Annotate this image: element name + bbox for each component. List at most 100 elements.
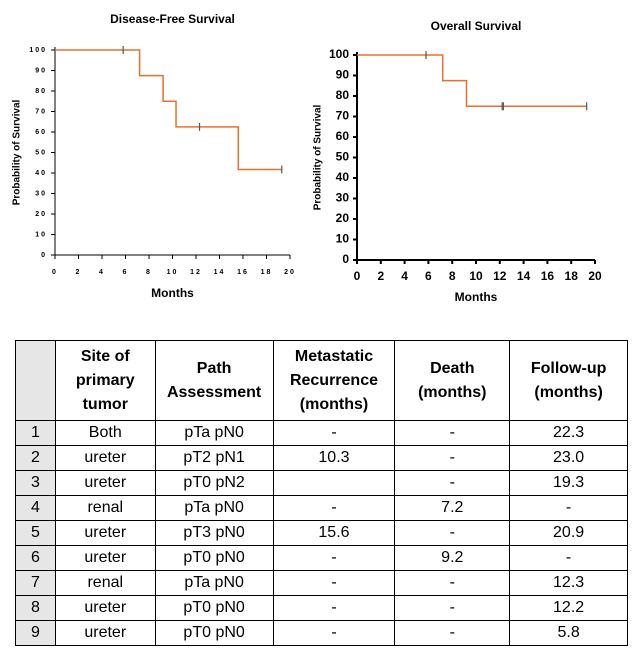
y-tick-label: 10 — [35, 231, 47, 238]
x-tick-label: 6 — [123, 269, 129, 276]
table-cell: pTa pN0 — [154, 570, 274, 596]
header-cell: Path Assessment — [154, 340, 274, 421]
table-cell: renal — [54, 495, 156, 521]
table-row: 7 renal pTa pN0- -12.3 — [15, 570, 628, 596]
y-tick-label: 100 — [329, 47, 349, 61]
table-cell: - — [509, 545, 628, 571]
table-row: 5 ureter pT3 pN0 15.6-20.9 — [15, 520, 628, 546]
table-cell: renal — [54, 570, 156, 596]
y-tick-label: 60 — [336, 129, 350, 143]
x-tick-label: 18 — [261, 269, 273, 276]
y-tick-label: 90 — [336, 68, 350, 82]
y-tick-label: 30 — [35, 190, 47, 197]
chart-title: Disease-Free Survival — [110, 12, 235, 26]
table-cell: - — [394, 620, 511, 646]
x-tick-label: 2 — [76, 269, 82, 276]
y-tick-label: 40 — [35, 170, 47, 177]
x-tick-label: 16 — [541, 269, 555, 283]
table-cell: - — [394, 470, 511, 496]
x-tick-label: 10 — [469, 269, 483, 283]
table-cell: - — [272, 570, 396, 596]
survival-line — [357, 54, 587, 107]
y-tick-label: 0 — [41, 252, 47, 259]
y-tick-label: 60 — [35, 129, 47, 136]
table-cell: 3 — [15, 470, 56, 496]
table-cell: 7 — [15, 570, 56, 596]
table-cell: ureter — [54, 545, 156, 571]
x-tick-label: 0 — [354, 269, 361, 283]
table-cell: Both — [54, 420, 156, 446]
table-cell: 5.8 — [509, 620, 628, 646]
table-cell: 8 — [15, 595, 56, 621]
table-cell: 9.2 — [394, 545, 511, 571]
x-tick-label: 16 — [237, 269, 249, 276]
x-tick-label: 8 — [449, 269, 456, 283]
y-tick-label: 80 — [336, 88, 350, 102]
table-cell: - — [272, 420, 396, 446]
table-cell: 4 — [15, 495, 56, 521]
table-cell: - — [394, 520, 511, 546]
charts: Disease-Free Survival Months Probability o… — [12, 12, 602, 304]
y-tick-label: 90 — [35, 67, 47, 74]
x-tick-label: 6 — [425, 269, 432, 283]
table-cell: 2 — [15, 445, 56, 471]
y-tick-label: 70 — [35, 108, 47, 115]
y-tick-label: 70 — [336, 109, 350, 123]
y-axis-label: Probability of Survival — [12, 99, 23, 205]
table-cell: - — [394, 445, 511, 471]
x-tick-label: 8 — [146, 269, 152, 276]
table-cell: 1 — [15, 420, 56, 446]
x-tick-label: 12 — [190, 269, 202, 276]
x-tick-label: 4 — [401, 269, 408, 283]
table-cell: pT2 pN1 — [154, 445, 274, 471]
x-tick-label: 14 — [214, 269, 226, 276]
table-cell: 19.3 — [509, 470, 628, 496]
table-row: 8 ureter pT0 pN0- -12.2 — [15, 595, 628, 621]
table-cell: - — [272, 595, 396, 621]
table-cell — [272, 470, 396, 496]
y-tick-label: 50 — [35, 149, 47, 156]
y-tick-label: 10 — [336, 232, 350, 246]
x-tick-label: 18 — [565, 269, 579, 283]
table-cell: pT0 pN2 — [154, 470, 274, 496]
x-tick-label: 2 — [377, 269, 384, 283]
table-cell: - — [394, 570, 511, 596]
table-row: 9 ureter pT0 pN0- -5.8 — [15, 620, 628, 646]
table-cell: pT0 pN0 — [154, 595, 274, 621]
x-tick-label: 14 — [517, 269, 531, 283]
table-cell: - — [509, 495, 628, 521]
table-cell: - — [394, 420, 511, 446]
table-row: 2 ureter pT2 pN1 10.3-23.0 — [15, 445, 628, 471]
table-cell: 6 — [15, 545, 56, 571]
table-cell: ureter — [54, 595, 156, 621]
table-cell: 15.6 — [272, 520, 396, 546]
header-cell: Death (months) — [394, 340, 511, 421]
x-tick-label: 0 — [52, 269, 58, 276]
survival-line — [55, 49, 282, 171]
table-cell: 10.3 — [272, 445, 396, 471]
table-cell: pTa pN0 — [154, 495, 274, 521]
x-tick-label: 4 — [99, 269, 105, 276]
y-tick-label: 50 — [336, 150, 350, 164]
y-tick-label: 40 — [336, 170, 350, 184]
y-axis-label: Probability of Survival — [313, 104, 324, 210]
table-cell: 9 — [15, 620, 56, 646]
table-cell: 20.9 — [509, 520, 628, 546]
table-cell: ureter — [54, 445, 156, 471]
chart-title: Overall Survival — [431, 19, 522, 33]
table-cell: - — [272, 495, 396, 521]
table-cell: - — [272, 545, 396, 571]
table-row: 4 renal pTa pN0-7.2- — [15, 495, 628, 521]
x-tick-label: 20 — [588, 269, 602, 283]
table-cell: 5 — [15, 520, 56, 546]
x-axis-label: Months — [151, 286, 194, 300]
x-axis-label: Months — [455, 290, 498, 304]
table-row: 6 ureter pT0 pN0-9.2- — [15, 545, 628, 571]
table-cell: ureter — [54, 520, 156, 546]
y-tick-label: 20 — [35, 211, 47, 218]
header-cell: Follow-up (months) — [509, 340, 628, 421]
table-cell: pT3 pN0 — [154, 520, 274, 546]
table-cell: ureter — [54, 470, 156, 496]
y-tick-label: 30 — [336, 191, 350, 205]
